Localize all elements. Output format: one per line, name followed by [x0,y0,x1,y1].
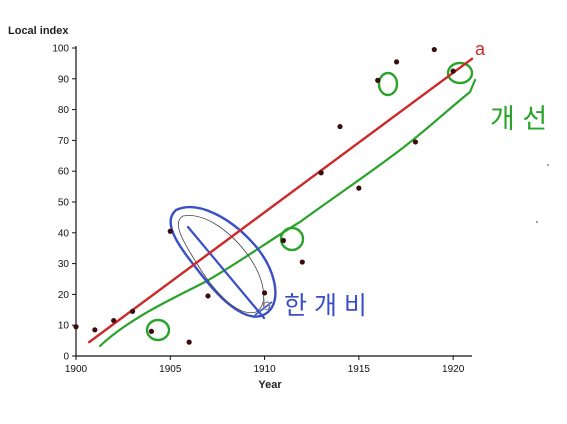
y-tick-label: 20 [58,290,70,301]
y-tick-label: 70 [58,136,70,147]
y-tick-label: 100 [52,44,69,55]
blue-line-b-tick [254,301,273,316]
fit-line-label-a: a [475,39,486,59]
data-point [148,328,155,334]
y-axis-title: Local index [8,25,69,37]
green-circle-1916 [377,71,399,97]
data-point [111,317,117,324]
y-tick-label: 40 [58,228,70,239]
korean-annotation-green: 개 선 [490,104,547,134]
data-point [129,308,136,314]
fit-line-group [87,57,474,344]
data-point [431,46,437,53]
data-point [92,327,98,333]
y-tick-label: 10 [58,321,70,332]
y-tick-label: 30 [58,259,70,270]
x-axis-title: Year [258,379,282,391]
green-circle-1904 [145,318,171,342]
y-tick-label: 90 [58,74,70,85]
axes: 0 10 20 30 40 50 60 70 80 90 100 1900 1905 1910 1915 19… [52,44,472,375]
data-point [73,324,79,330]
thin-pencil-ellipse [178,215,265,314]
x-tick-label: 1920 [442,364,465,375]
data-points [73,46,456,345]
x-tick-label: 1915 [348,364,371,375]
data-point [318,170,324,176]
stray-dot [536,221,538,223]
data-point [280,237,287,244]
green-circle-1911 [279,226,305,252]
data-point [186,339,192,345]
data-point [450,68,456,74]
x-tick-label: 1905 [159,364,182,375]
fit-line [87,57,474,344]
y-tick-label: 60 [58,167,70,178]
data-point [393,59,400,65]
blue-ellipse [169,205,277,318]
y-tick-label: 80 [58,105,70,116]
y-tick-label: 0 [63,352,69,363]
blue-line-b [186,225,266,320]
data-point [299,259,305,265]
data-point [337,123,343,130]
data-point [205,293,211,299]
hand-drawn-annotations [98,61,549,348]
x-tick-label: 1900 [65,364,88,375]
x-tick-label: 1910 [253,364,276,375]
data-point [356,185,362,191]
y-tick-label: 50 [58,198,70,209]
line-b-label: b [262,297,271,314]
data-point [167,228,173,234]
stray-dot [547,164,549,166]
green-curve [98,78,477,348]
data-point [375,77,381,83]
korean-annotation-blue: 한 개 비 [284,292,367,320]
data-point [412,139,419,145]
green-circle-1920 [446,61,474,85]
data-point [261,290,268,296]
